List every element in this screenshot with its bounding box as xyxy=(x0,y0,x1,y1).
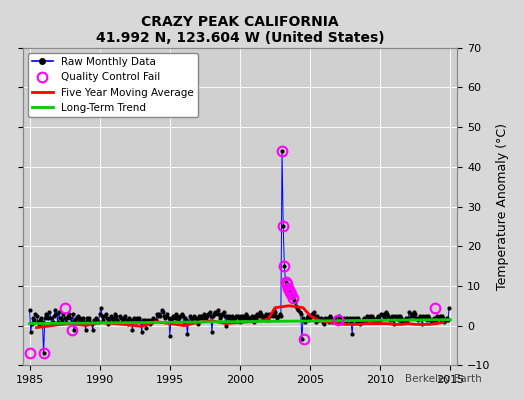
Y-axis label: Temperature Anomaly (°C): Temperature Anomaly (°C) xyxy=(496,123,509,290)
Text: Berkeley Earth: Berkeley Earth xyxy=(406,374,482,384)
Title: CRAZY PEAK CALIFORNIA
41.992 N, 123.604 W (United States): CRAZY PEAK CALIFORNIA 41.992 N, 123.604 … xyxy=(96,15,384,45)
Legend: Raw Monthly Data, Quality Control Fail, Five Year Moving Average, Long-Term Tren: Raw Monthly Data, Quality Control Fail, … xyxy=(28,53,198,117)
